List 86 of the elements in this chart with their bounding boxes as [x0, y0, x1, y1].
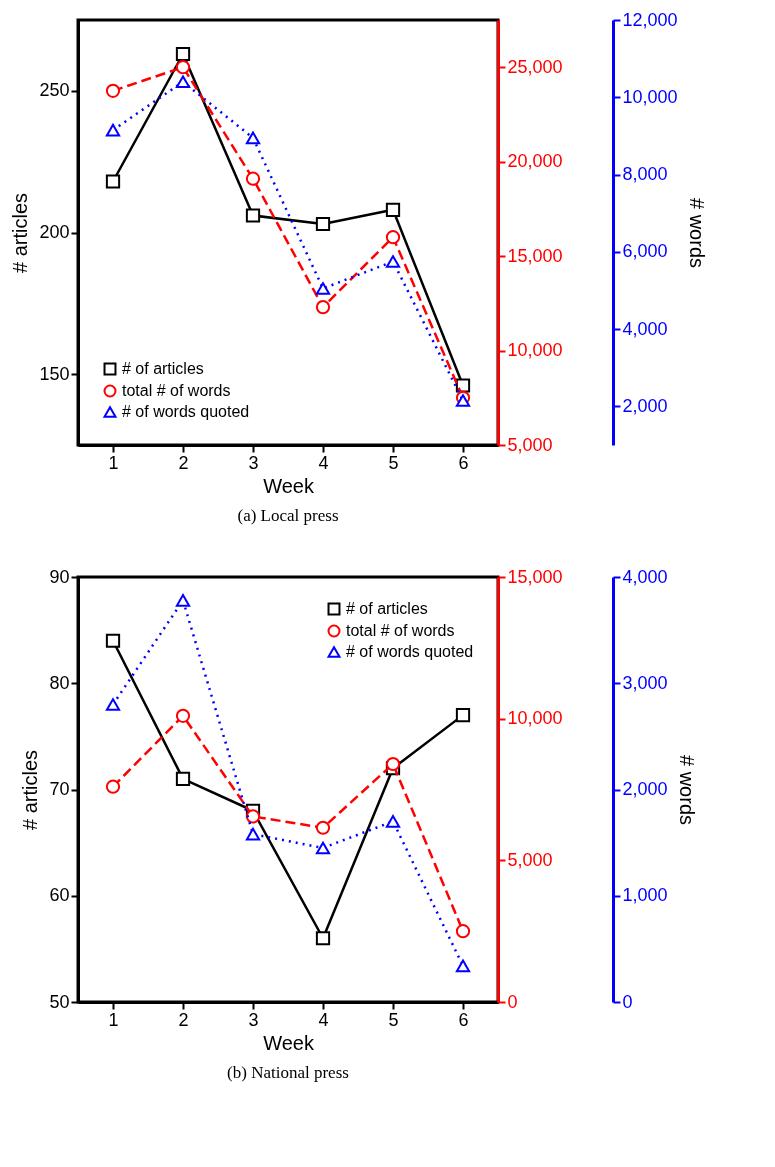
x-tick-label: 5: [388, 1009, 399, 1030]
x-tick-label: 1: [108, 1009, 119, 1030]
y3-tick-label: 10,000: [622, 86, 678, 107]
point: [245, 809, 261, 824]
y3-tick-label: 3,000: [622, 672, 668, 693]
legend-label: total # of words: [346, 622, 455, 639]
y3-tick-label: 2,000: [622, 779, 668, 799]
y3-tick-label: 1,000: [622, 885, 668, 906]
y3-tick-label: 6,000: [622, 241, 668, 262]
y2-tick-label: 5,000: [507, 434, 553, 455]
y-tick-label: 80: [49, 672, 70, 693]
point: [105, 633, 121, 648]
point: [315, 820, 331, 835]
y2-tick-label: 10,000: [507, 708, 563, 729]
point: [175, 75, 191, 89]
legend-label: # of words quoted: [346, 643, 474, 660]
x-tick-label: 3: [248, 452, 259, 473]
point: [315, 931, 331, 946]
point: [385, 255, 401, 268]
point: [105, 698, 121, 711]
point: [315, 841, 331, 855]
point: [245, 131, 261, 145]
x-tick-label: 6: [458, 452, 469, 473]
point: [175, 60, 191, 75]
x-tick-label: 2: [178, 452, 189, 473]
y2-tick-label: 0: [507, 991, 518, 1012]
point: [385, 815, 401, 828]
x-tick-label: 1: [108, 452, 119, 473]
point: [315, 216, 331, 232]
y-axis-title: # articles: [9, 192, 32, 274]
point: [105, 174, 121, 189]
point: [315, 282, 331, 295]
y3-tick-label: 8,000: [622, 164, 668, 185]
x-tick-label: 4: [318, 452, 329, 473]
point: [315, 300, 331, 315]
point: [455, 708, 471, 723]
legend-label: total # of words: [122, 382, 231, 399]
y2-tick-label: 15,000: [507, 245, 563, 266]
y2-tick-label: 5,000: [507, 849, 553, 870]
y-tick-label: 60: [49, 885, 70, 906]
y3-axis-title: # words: [675, 754, 698, 826]
y3-tick-label: 0: [622, 991, 633, 1012]
y-tick-label: 150: [39, 363, 70, 384]
point: [245, 171, 261, 186]
point: [245, 827, 261, 841]
point: [245, 208, 261, 223]
x-tick-label: 6: [458, 1009, 469, 1030]
legend-label: # of words quoted: [122, 403, 250, 420]
legend-label: # of articles: [346, 600, 428, 617]
point: [105, 779, 121, 794]
point: [175, 594, 191, 607]
legend-label: # of articles: [122, 360, 204, 377]
y-axis-title: # articles: [19, 749, 42, 831]
x-axis-title: Week: [263, 474, 315, 497]
y-tick-label: 70: [49, 779, 70, 799]
x-tick-label: 3: [248, 1009, 259, 1030]
y2-tick-label: 20,000: [507, 151, 563, 172]
y3-tick-label: 4,000: [622, 318, 668, 339]
point: [455, 394, 471, 407]
y3-tick-label: 2,000: [622, 395, 668, 416]
point: [385, 230, 401, 245]
y3-axis-title: # words: [685, 197, 708, 269]
point: [175, 46, 191, 62]
y-tick-label: 200: [39, 222, 70, 242]
point: [175, 708, 191, 723]
point: [455, 924, 471, 939]
y-tick-label: 50: [49, 991, 70, 1012]
point: [175, 771, 191, 786]
point: [105, 83, 121, 98]
y-tick-label: 250: [39, 80, 70, 101]
y2-tick-label: 15,000: [507, 566, 563, 587]
point: [455, 959, 471, 973]
text: (a) Local press: [237, 506, 339, 525]
point: [385, 756, 401, 772]
y3-tick-label: 12,000: [622, 9, 678, 30]
y3-tick-label: 4,000: [622, 566, 668, 587]
y2-tick-label: 25,000: [507, 56, 563, 77]
y-tick-label: 90: [49, 566, 70, 587]
point: [385, 202, 401, 217]
x-tick-label: 2: [178, 1009, 189, 1030]
x-axis-title: Week: [263, 1031, 315, 1054]
y2-tick-label: 10,000: [507, 340, 563, 361]
point: [105, 123, 121, 137]
text: (b) National press: [227, 1063, 349, 1082]
x-tick-label: 4: [318, 1009, 329, 1030]
x-tick-label: 5: [388, 452, 399, 473]
